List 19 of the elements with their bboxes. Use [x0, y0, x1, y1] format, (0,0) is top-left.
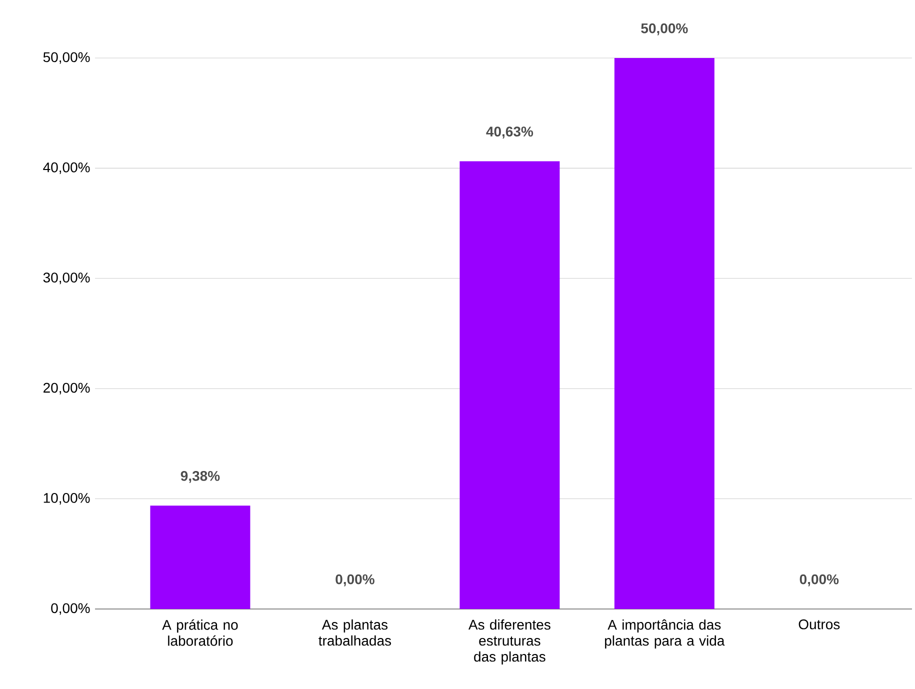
data-label: 9,38%	[180, 470, 220, 483]
y-tick-label: 50,00%	[43, 52, 90, 64]
data-label: 40,63%	[486, 126, 534, 139]
y-tick-label: 0,00%	[51, 603, 90, 615]
bar	[460, 161, 560, 609]
x-tick-label: As plantas trabalhadas	[318, 619, 392, 646]
x-tick-label: Outros	[798, 619, 840, 630]
x-tick-label: A prática no laboratório	[162, 619, 238, 646]
data-label: 0,00%	[800, 574, 839, 586]
y-tick-label: 30,00%	[43, 272, 90, 284]
y-tick-label: 40,00%	[43, 162, 90, 174]
y-tick-label: 20,00%	[44, 382, 90, 394]
bar	[150, 506, 250, 609]
data-label: 50,00%	[641, 23, 688, 36]
data-label: 0,00%	[336, 574, 374, 586]
bar	[614, 58, 714, 609]
x-tick-label: A importância das plantas para a vida	[605, 619, 725, 648]
y-tick-label: 10,00%	[44, 493, 90, 505]
x-tick-label: As diferentes estruturas das plantas	[468, 619, 550, 664]
